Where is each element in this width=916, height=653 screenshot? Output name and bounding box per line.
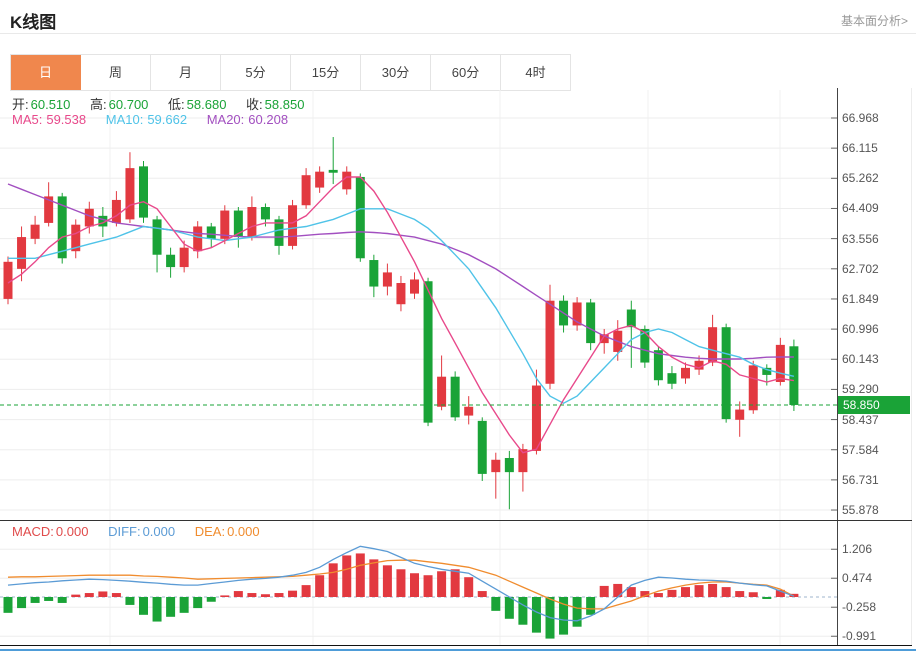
macd-axis-label: -0.258: [842, 600, 877, 615]
period-tabs: 日 周 月 5分 15分 30分 60分 4时: [10, 54, 571, 91]
high-label: 高:: [90, 97, 107, 112]
ma-readout: MA5: 59.538 MA10: 59.662 MA20: 60.208: [12, 112, 304, 127]
axis-column-border: [911, 88, 912, 645]
y-axis-label: 63.556: [842, 231, 879, 246]
open-label: 开:: [12, 97, 29, 112]
y-axis-label: 65.262: [842, 171, 879, 186]
y-axis-label: 64.409: [842, 201, 879, 216]
high-value: 60.700: [108, 97, 149, 112]
ma20-label: MA20:: [206, 112, 245, 127]
ma10-label: MA10:: [105, 112, 144, 127]
diff-label: DIFF:: [108, 524, 141, 539]
y-axis-label: 55.878: [842, 503, 879, 518]
y-axis-label: 66.968: [842, 111, 879, 125]
y-axis-label: 57.584: [842, 442, 879, 457]
y-axis-label: 62.702: [842, 261, 879, 276]
ma20-value: 60.208: [248, 112, 289, 127]
bottom-border: [0, 645, 912, 646]
dea-label: DEA:: [194, 524, 226, 539]
tab-30min[interactable]: 30分: [361, 55, 431, 90]
tab-60min[interactable]: 60分: [431, 55, 501, 90]
tab-15min[interactable]: 15分: [291, 55, 361, 90]
y-axis-label: 60.996: [842, 322, 879, 337]
macd-axis-label: 0.474: [842, 571, 873, 586]
ohlc-readout: 开: 60.510 高: 60.700 低: 58.680 收: 58.850: [12, 94, 320, 113]
bottom-accent-line: [0, 649, 916, 651]
header-divider: [0, 33, 916, 34]
macd-readout: MACD: 0.000 DIFF: 0.000 DEA: 0.000: [12, 524, 276, 539]
low-label: 低:: [168, 97, 185, 112]
ma5-value: 59.538: [46, 112, 87, 127]
y-axis-line: [837, 88, 838, 645]
dea-value: 0.000: [227, 524, 260, 539]
tab-5min[interactable]: 5分: [221, 55, 291, 90]
low-value: 58.680: [186, 97, 227, 112]
y-axis-label: 58.437: [842, 412, 879, 427]
close-value: 58.850: [264, 97, 305, 112]
ma5-label: MA5:: [12, 112, 43, 127]
macd-chart[interactable]: [0, 521, 838, 645]
macd-axis-label: 1.206: [842, 542, 873, 557]
y-axis-label: 60.143: [842, 352, 879, 367]
y-axis-label: 66.115: [842, 141, 878, 156]
fundamental-analysis-link[interactable]: 基本面分析>: [840, 14, 908, 28]
macd-label: MACD:: [12, 524, 54, 539]
candlestick-chart[interactable]: [0, 90, 838, 520]
close-label: 收:: [246, 97, 263, 112]
macd-value: 0.000: [55, 524, 89, 539]
y-axis-label: 59.290: [842, 382, 879, 397]
page-title: K线图: [10, 13, 57, 32]
ma10-value: 59.662: [147, 112, 188, 127]
diff-value: 0.000: [142, 524, 176, 539]
tab-day[interactable]: 日: [11, 55, 81, 90]
tab-week[interactable]: 周: [81, 55, 151, 90]
panel-separator: [0, 520, 912, 521]
tab-month[interactable]: 月: [151, 55, 221, 90]
tab-4hour[interactable]: 4时: [501, 55, 571, 90]
y-axis-label: 61.849: [842, 291, 879, 306]
y-axis-label: 56.731: [842, 472, 879, 487]
macd-axis-label: -0.991: [842, 629, 877, 644]
current-price-badge: 58.850: [838, 395, 910, 414]
open-value: 60.510: [30, 97, 71, 112]
